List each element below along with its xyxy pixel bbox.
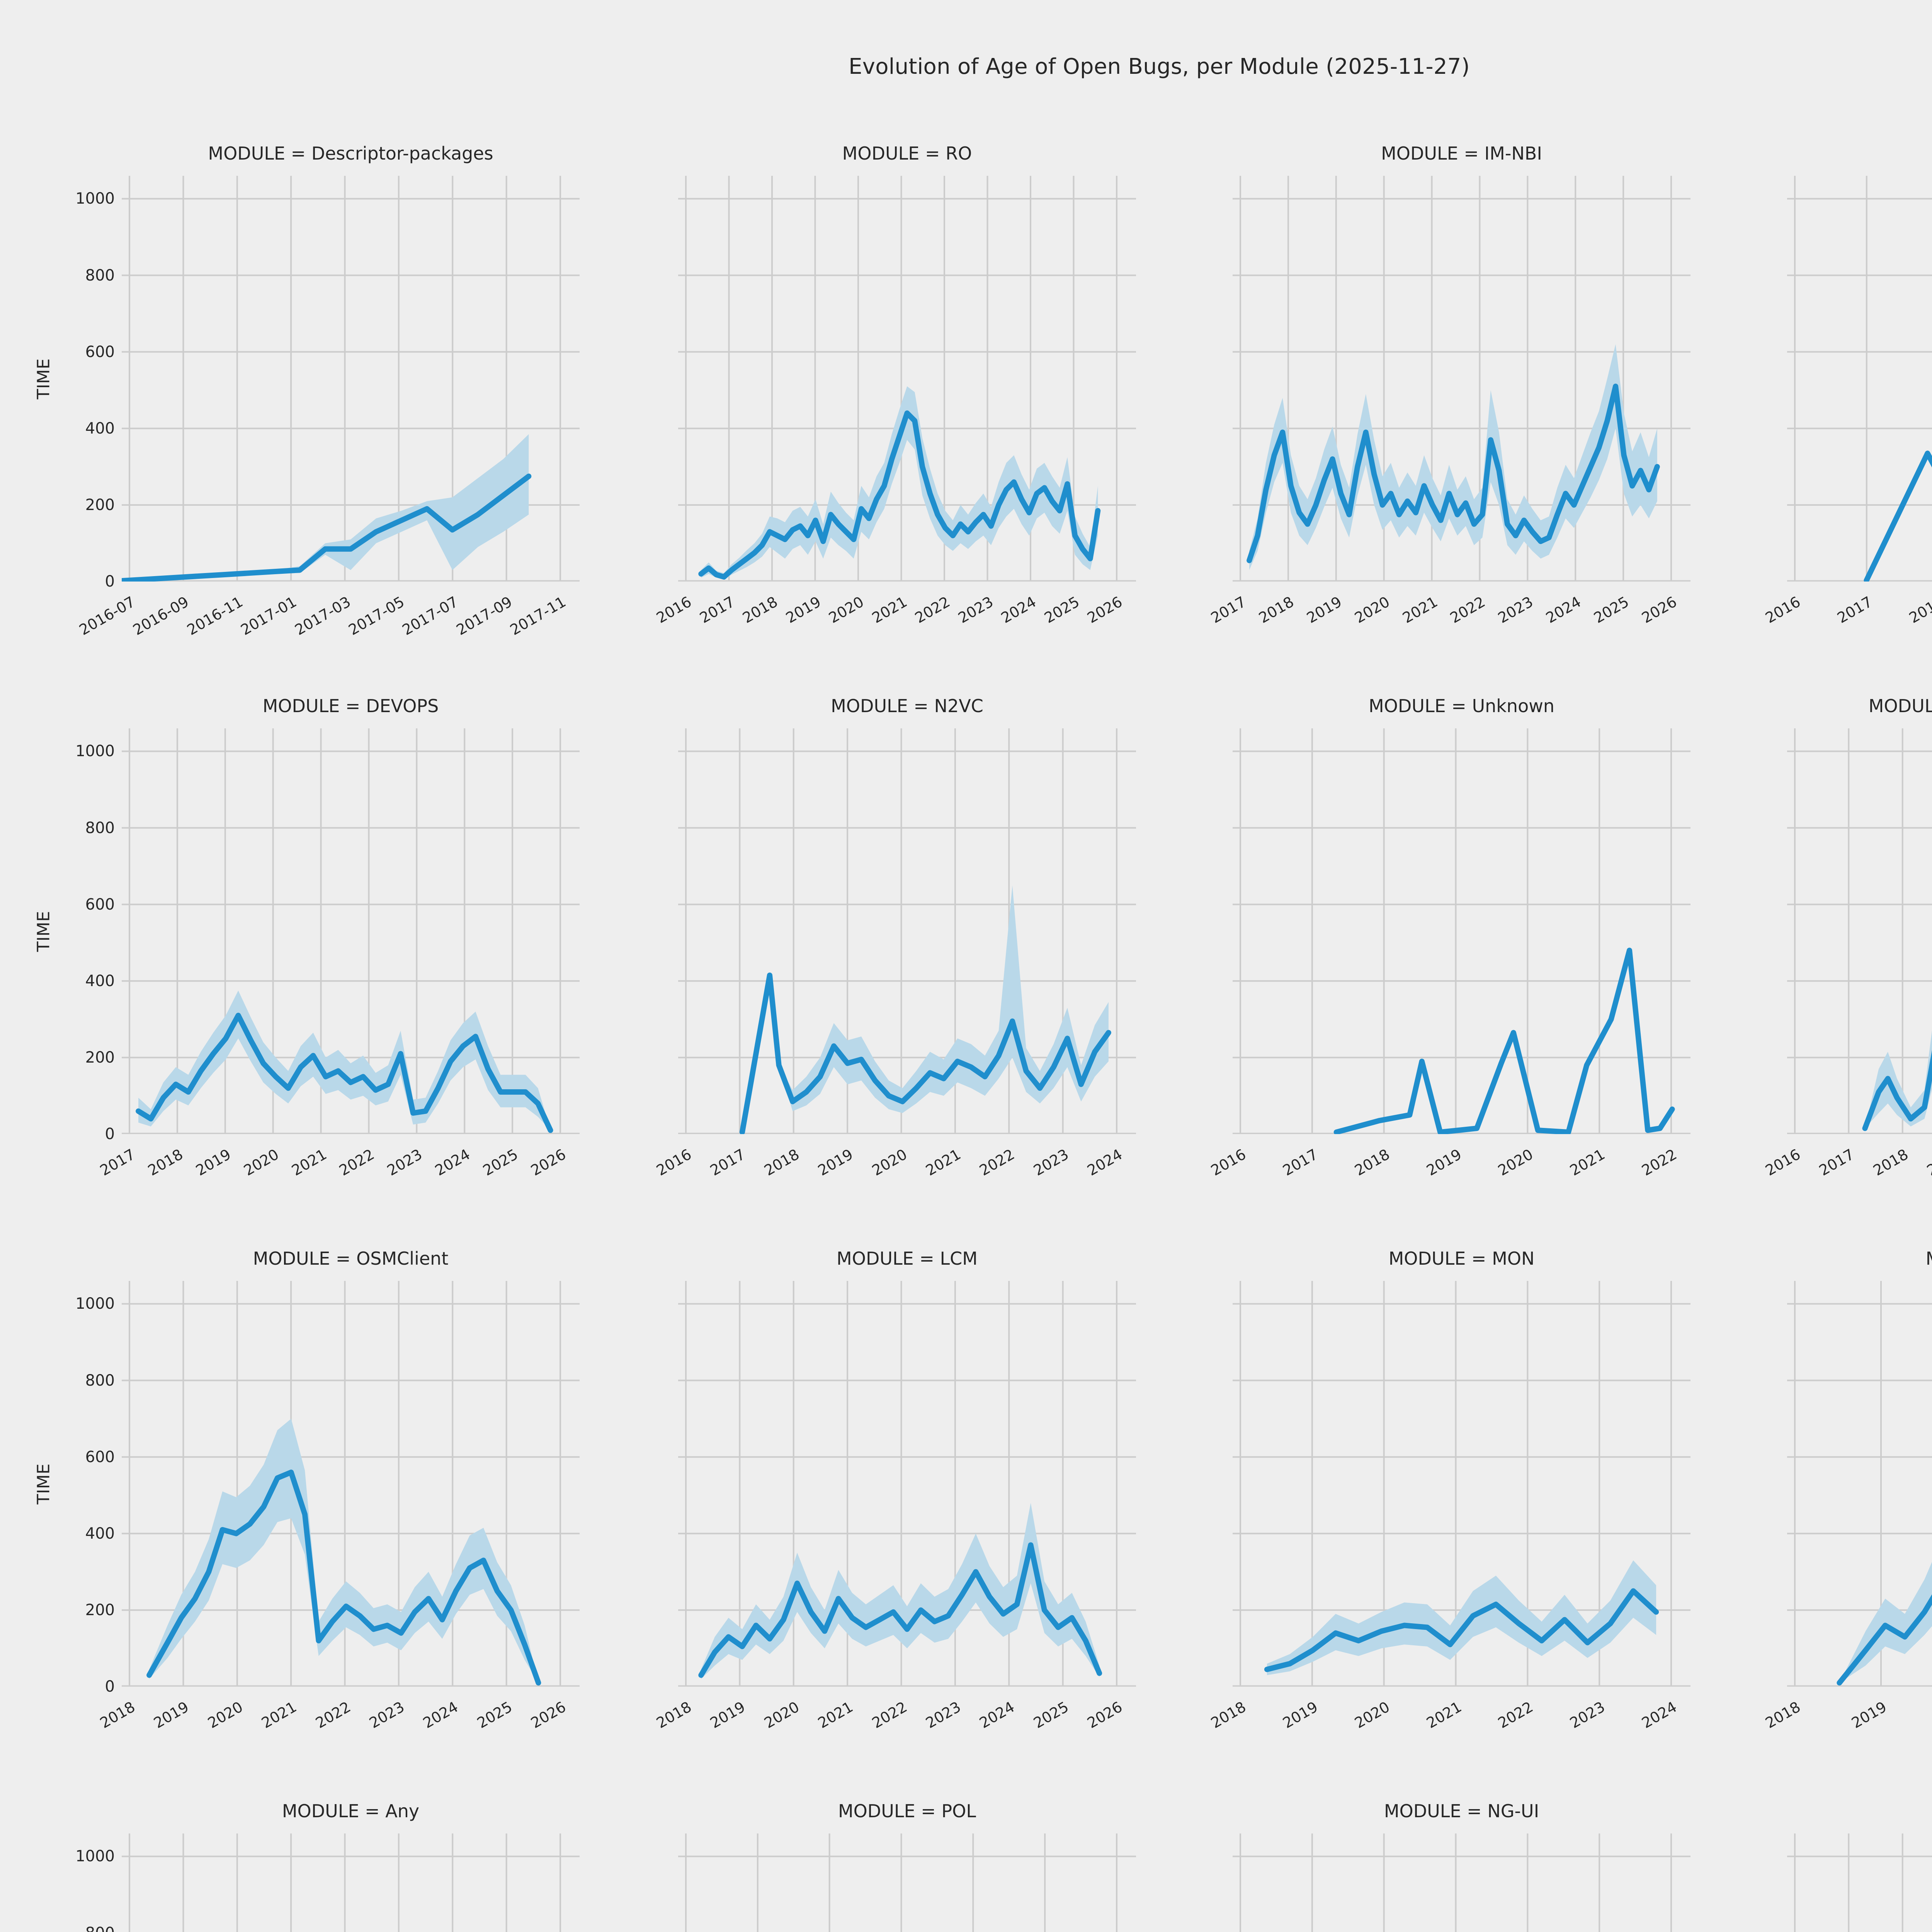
facet-title: MODULE = LCM xyxy=(837,1248,978,1269)
plot-area: 2018 2019 2020 2021 2022 2023 2024 xyxy=(1208,1281,1690,1731)
plot-area: 0 200 400 600 800 1000 TIME 2017 2018 2019 2020 202… xyxy=(34,728,580,1179)
data-line xyxy=(698,1542,1102,1678)
y-axis-tick-label: 1000 xyxy=(75,1295,115,1313)
confidence-band xyxy=(149,1418,539,1683)
y-axis-label: TIME xyxy=(34,911,54,952)
facet-title: MODULE = Other xyxy=(1787,143,1932,164)
plot-area: 0 200 400 600 800 1000 TIME 2016-07 2016-09 2016-… xyxy=(34,176,580,638)
facet-title: MODULE = Documentation / Wiki xyxy=(1868,696,1932,716)
plot-svg xyxy=(1787,1281,1932,1687)
confidence-band xyxy=(1267,1560,1656,1675)
y-axis-tick-label: 0 xyxy=(105,573,115,590)
plot-svg xyxy=(1233,1281,1690,1687)
plot-svg xyxy=(122,176,580,582)
plot-svg xyxy=(678,1281,1136,1687)
confidence-band xyxy=(701,386,1098,580)
data-line xyxy=(1247,383,1660,563)
facet-title: MODULE = DEVOPS xyxy=(262,696,439,716)
plot-area: 02004006008001000TIME2019-012019-052019-… xyxy=(75,1833,580,1932)
y-axis-tick-label: 600 xyxy=(85,895,115,913)
plot-area: 2020-072020-102021-012021-042021-072021-… xyxy=(1787,1833,1932,1932)
y-axis-tick-label: 0 xyxy=(105,1125,115,1143)
y-axis-tick-label: 200 xyxy=(85,1048,115,1066)
data-line xyxy=(136,1012,553,1133)
plot-area: 2016 2017 2018 2019 2020 2021 2022 2023 2024 2025… xyxy=(653,176,1136,626)
plot-svg xyxy=(122,1281,580,1687)
confidence-band xyxy=(742,885,1109,1132)
plot-svg xyxy=(1787,176,1932,582)
facet-title: MODULE = NG-UI xyxy=(1384,1801,1539,1821)
data-line xyxy=(146,1469,541,1686)
y-axis-tick-label: 400 xyxy=(85,419,115,437)
facet-title: MODULE = Descriptor-packages xyxy=(208,143,493,164)
y-axis-tick-label: 600 xyxy=(85,343,115,361)
y-axis-tick-label: 400 xyxy=(85,1524,115,1543)
plot-svg xyxy=(1233,1833,1690,1932)
plot-svg xyxy=(1787,1833,1932,1932)
plot-area: 2020202120222023202420252026MONTH xyxy=(1233,1833,1690,1932)
y-axis-tick-label: 1000 xyxy=(75,190,115,208)
y-axis-tick-label: 600 xyxy=(85,1448,115,1466)
facet-title: MODULE = POL xyxy=(838,1801,976,1821)
facet-title: MODULE = Unknown xyxy=(1368,696,1554,716)
plot-svg xyxy=(1233,728,1690,1134)
data-line xyxy=(1333,947,1675,1134)
data-line xyxy=(1264,1588,1659,1672)
confidence-band xyxy=(1839,1561,1932,1683)
y-axis-label: TIME xyxy=(34,1463,54,1505)
facet-title: MODULE = RO xyxy=(842,143,972,164)
data-line xyxy=(739,972,1111,1134)
facet-title: MODULE = OSMClient xyxy=(253,1248,449,1269)
y-axis-tick-label: 200 xyxy=(85,496,115,514)
page-title: Evolution of Age of Open Bugs, per Modul… xyxy=(849,54,1470,79)
data-line xyxy=(1837,1594,1932,1686)
facet-title: MODULE = MON xyxy=(1388,1248,1535,1269)
plot-svg xyxy=(1233,176,1690,582)
plot-svg xyxy=(1787,728,1932,1134)
plot-svg xyxy=(122,728,580,1134)
plot-svg xyxy=(678,728,1136,1134)
data-line xyxy=(698,410,1101,580)
plot-area: 2017 2018 2019 2020 2021 2022 2023 2024 2025 2026 xyxy=(1208,176,1690,626)
data-line xyxy=(1864,451,1932,582)
y-axis-tick-label: 800 xyxy=(85,1924,122,1932)
y-axis-tick-label: 400 xyxy=(85,972,115,990)
data-line xyxy=(1862,1050,1932,1131)
data-line xyxy=(122,473,532,582)
plot-area: 0 200 400 600 800 1000 TIME 2018 2019 2020 2021 202… xyxy=(34,1281,580,1731)
y-axis-label: TIME xyxy=(34,358,54,400)
y-axis-tick-label: 800 xyxy=(85,266,115,284)
y-axis-tick-label: 1000 xyxy=(75,1847,115,1866)
y-axis-tick-label: 800 xyxy=(85,819,115,837)
plot-svg xyxy=(678,1833,1136,1932)
plot-svg xyxy=(678,176,1136,582)
y-axis-tick-label: 1000 xyxy=(75,742,115,760)
facet-title: MODULE = common xyxy=(1787,1248,1932,1269)
y-axis-tick-label: 800 xyxy=(85,1371,115,1389)
confidence-band xyxy=(1865,1030,1932,1129)
plot-svg xyxy=(122,1833,580,1932)
facet-title: MODULE = IM-NBI xyxy=(1381,143,1542,164)
confidence-band xyxy=(138,990,551,1131)
plot-area: 2018201920202021202220232024MONTH xyxy=(678,1833,1136,1932)
facet-title: MODULE = Any xyxy=(282,1801,420,1821)
facet-title: MODULE = PLA xyxy=(1787,1801,1932,1821)
y-axis-tick-label: 200 xyxy=(85,1601,115,1619)
y-axis-tick-label: 0 xyxy=(105,1678,115,1696)
plot-area: 2018 2019 2020 2021 2022 2023 2024 2025 2026 xyxy=(653,1281,1136,1731)
facet-title: MODULE = N2VC xyxy=(831,696,983,716)
